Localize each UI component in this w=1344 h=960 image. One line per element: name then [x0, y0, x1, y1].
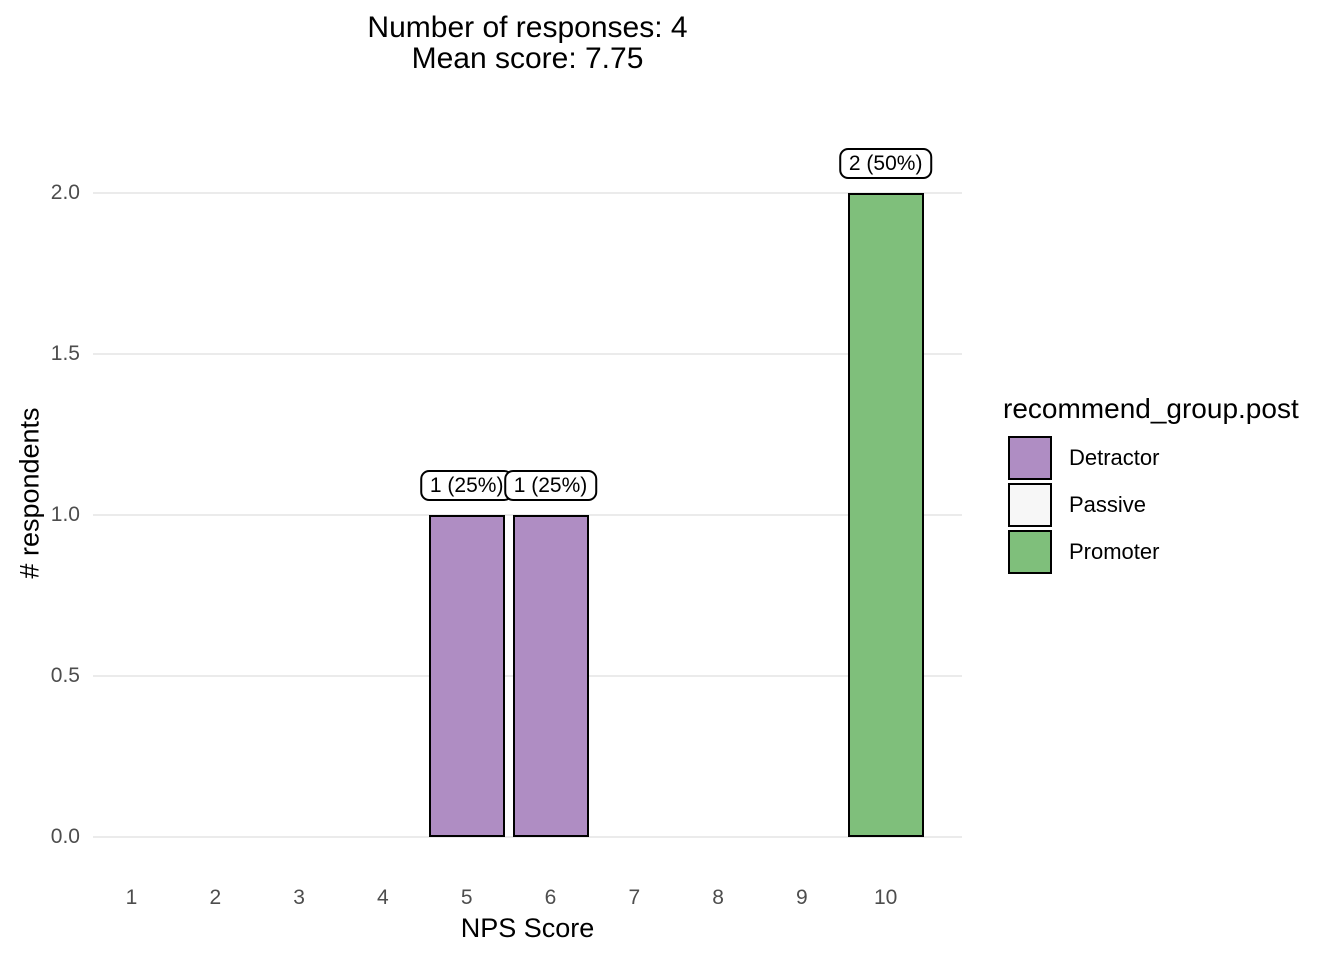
- x-tick-label-4: 4: [377, 886, 389, 909]
- bar-score-10: [847, 193, 924, 837]
- plot-panel: 1 (25%) 1 (25%) 2 (50%): [93, 120, 962, 838]
- y-tick-label-1.5: 1.5: [50, 342, 80, 365]
- x-tick-label-1: 1: [125, 886, 138, 909]
- gridline-y-2.0: [93, 192, 962, 194]
- x-tick-label-6: 6: [544, 886, 557, 909]
- chart-title: Number of responses: 4 Mean score: 7.75: [93, 12, 962, 74]
- legend-swatch-detractor: [1008, 436, 1052, 480]
- y-axis-title: # respondents: [14, 407, 45, 579]
- gridline-y-0.0: [93, 836, 962, 838]
- legend-label-passive: Passive: [1069, 492, 1147, 517]
- x-tick-label-8: 8: [712, 886, 724, 909]
- legend: recommend_group.post Detractor Passive Pro…: [1003, 393, 1299, 577]
- y-tick-label-2.0: 2.0: [50, 181, 80, 204]
- x-axis-title: NPS Score: [460, 913, 595, 943]
- legend-item-promoter: Promoter: [1003, 530, 1299, 574]
- bar-score-6: [512, 515, 589, 837]
- bar-value-label-score-5: 1 (25%): [419, 470, 514, 501]
- legend-swatch-promoter: [1008, 530, 1052, 574]
- legend-swatch-passive: [1008, 483, 1052, 527]
- x-tick-label-5: 5: [460, 886, 473, 909]
- legend-label-promoter: Promoter: [1069, 539, 1160, 564]
- legend-label-detractor: Detractor: [1069, 445, 1160, 470]
- gridline-y-1.5: [93, 353, 962, 355]
- chart-title-line-2: Mean score: 7.75: [411, 42, 644, 75]
- x-tick-label-9: 9: [796, 886, 808, 909]
- legend-item-detractor: Detractor: [1003, 436, 1299, 480]
- x-tick-label-3: 3: [293, 886, 305, 909]
- x-tick-label-2: 2: [209, 886, 222, 909]
- x-tick-label-7: 7: [628, 886, 641, 909]
- legend-items: Detractor Passive Promoter: [1003, 436, 1299, 574]
- y-tick-label-0.5: 0.5: [50, 664, 80, 687]
- bar-value-label-score-6: 1 (25%): [503, 470, 598, 501]
- legend-title: recommend_group.post: [1003, 393, 1299, 424]
- legend-item-passive: Passive: [1003, 483, 1299, 527]
- chart-title-line-1: Number of responses: 4: [367, 11, 688, 44]
- y-tick-label-1.0: 1.0: [50, 503, 80, 526]
- bar-value-label-score-10: 2 (50%): [838, 148, 933, 179]
- bar-score-5: [428, 515, 505, 837]
- y-tick-label-0.0: 0.0: [50, 825, 80, 848]
- x-tick-label-10: 10: [874, 886, 898, 909]
